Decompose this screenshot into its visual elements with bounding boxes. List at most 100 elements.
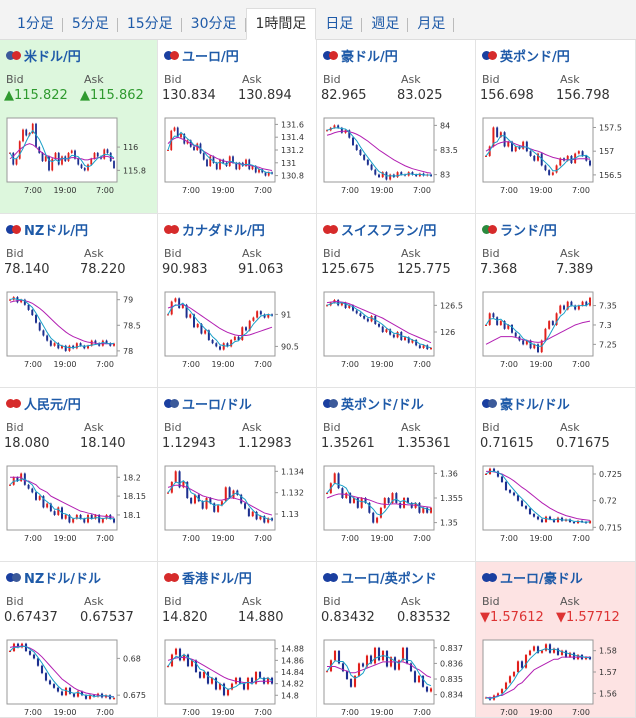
x-tick-label: 7:00 — [341, 360, 359, 369]
pair-title[interactable]: NZドル/円 — [6, 220, 88, 239]
currency-card[interactable]: 英ポンド/ドル Bid Ask 1.35261 1.35361 1.36 1.355 1.35… — [317, 388, 476, 562]
currency-card[interactable]: 豪ドル/ドル Bid Ask 0.71615 0.71675 0.725 0.72 0.715… — [476, 388, 636, 562]
price-chart[interactable]: 91 90.5 7:00 19:00 7:00 — [163, 290, 311, 374]
x-tick-label: 7:00 — [500, 534, 518, 543]
x-tick-label: 7:00 — [96, 534, 114, 543]
bid-value: ▲115.822 — [4, 88, 68, 103]
pair-title[interactable]: ユーロ/豪ドル — [482, 568, 583, 587]
flag-icon — [323, 50, 339, 61]
candle — [504, 681, 508, 691]
currency-card[interactable]: カナダドル/円 Bid Ask 90.983 91.063 91 90.5 7:00 19:00… — [158, 214, 317, 388]
y-tick-label: 0.835 — [440, 675, 463, 684]
price-chart[interactable]: 14.88 14.86 14.84 14.82 14.8 7:00 19:00 7:00 — [163, 638, 311, 717]
y-tick-label: 156.5 — [599, 171, 622, 180]
price-chart[interactable]: 0.725 0.72 0.715 7:00 19:00 7:00 — [481, 464, 629, 548]
short-average-line — [167, 131, 273, 174]
pair-title[interactable]: 香港ドル/円 — [164, 568, 252, 587]
tab-3[interactable]: 30分足 — [182, 9, 246, 39]
tab-5[interactable]: 日足 — [316, 9, 363, 39]
moving-average-line — [485, 320, 591, 345]
currency-card[interactable]: ユーロ/豪ドル Bid Ask ▼1.57612 ▼1.57712 1.58 1.57 1.5… — [476, 562, 636, 718]
pair-title[interactable]: 英ポンド/ドル — [323, 394, 424, 413]
y-tick-label: 14.84 — [281, 668, 304, 677]
currency-card[interactable]: スイスフラン/円 Bid Ask 125.675 125.775 126.5 126 7:00… — [317, 214, 476, 388]
currency-card[interactable]: 人民元/円 Bid Ask 18.080 18.140 18.2 18.15 18.1 7:00… — [0, 388, 158, 562]
flag-icon — [482, 572, 498, 583]
pair-title[interactable]: ランド/円 — [482, 220, 557, 239]
bid-label: Bid — [323, 595, 341, 608]
tab-2[interactable]: 15分足 — [118, 9, 182, 39]
price-chart[interactable]: 79 78.5 78 7:00 19:00 7:00 — [5, 290, 153, 374]
candle — [345, 492, 348, 499]
currency-card[interactable]: NZドル/ドル Bid Ask 0.67437 0.67537 0.68 0.675 7:00… — [0, 562, 158, 718]
x-tick-label: 7:00 — [413, 360, 431, 369]
flag-icon — [323, 572, 339, 583]
price-chart[interactable]: 0.68 0.675 7:00 19:00 7:00 — [5, 638, 153, 717]
candle — [193, 493, 196, 505]
ask-value: 91.063 — [238, 262, 284, 277]
currency-card[interactable]: ユーロ/円 Bid Ask 130.834 130.894 131.6 131.4 131.2… — [158, 40, 317, 214]
candle — [353, 674, 357, 688]
tab-4[interactable]: 1時間足 — [245, 8, 317, 40]
price-chart[interactable]: 157.5 157 156.5 7:00 19:00 7:00 — [481, 116, 629, 200]
pair-name: 香港ドル/円 — [182, 572, 252, 587]
candle — [360, 497, 363, 509]
tab-6[interactable]: 週足 — [362, 9, 409, 39]
bid-label: Bid — [323, 73, 341, 86]
bid-value: 130.834 — [162, 88, 216, 103]
pair-title[interactable]: 英ポンド/円 — [482, 46, 570, 65]
price-chart[interactable]: 18.2 18.15 18.1 7:00 19:00 7:00 — [5, 464, 153, 548]
candle — [46, 334, 49, 342]
candle — [217, 504, 220, 513]
y-tick-label: 1.57 — [599, 668, 617, 677]
candle — [51, 157, 54, 172]
currency-card[interactable]: NZドル/円 Bid Ask 78.140 78.220 79 78.5 78 7:00 19:0… — [0, 214, 158, 388]
currency-card[interactable]: ユーロ/ドル Bid Ask 1.12943 1.12983 1.134 1.132 1.13… — [158, 388, 317, 562]
candle — [53, 342, 56, 347]
pair-title[interactable]: NZドル/ドル — [6, 568, 101, 587]
pair-title[interactable]: 豪ドル/ドル — [482, 394, 570, 413]
price-chart[interactable]: 1.36 1.355 1.35 7:00 19:00 7:00 — [322, 464, 470, 548]
price-chart[interactable]: 1.134 1.132 1.13 7:00 19:00 7:00 — [163, 464, 311, 548]
currency-card[interactable]: 香港ドル/円 Bid Ask 14.820 14.880 14.88 14.86 14.84 1… — [158, 562, 317, 718]
flag-icon — [323, 398, 339, 409]
candle — [205, 497, 208, 510]
plot-area — [482, 465, 594, 531]
currency-card[interactable]: 米ドル/円 Bid Ask ▲115.822 ▲115.862 116 115.8 7:00 1… — [0, 40, 158, 214]
pair-title[interactable]: ユーロ/ドル — [164, 394, 252, 413]
price-chart[interactable]: 7.35 7.3 7.25 7:00 19:00 7:00 — [481, 290, 629, 374]
tab-0[interactable]: 1分足 — [8, 9, 63, 39]
price-chart[interactable]: 131.6 131.4 131.2 131 130.8 7:00 19:00 7:00 — [163, 116, 311, 200]
moving-average-line — [167, 484, 273, 516]
price-chart[interactable]: 84 83.5 83 7:00 19:00 7:00 — [322, 116, 470, 200]
candle — [405, 646, 409, 665]
bid-label: Bid — [6, 247, 24, 260]
pair-title[interactable]: 豪ドル/円 — [323, 46, 398, 65]
price-chart[interactable]: 126.5 126 7:00 19:00 7:00 — [322, 290, 470, 374]
candle — [96, 151, 99, 158]
candle — [576, 519, 580, 525]
pair-title[interactable]: カナダドル/円 — [164, 220, 265, 239]
pair-title[interactable]: 米ドル/円 — [6, 46, 81, 65]
candle — [503, 131, 506, 148]
price-chart[interactable]: 1.58 1.57 1.56 7:00 19:00 7:00 — [481, 638, 629, 717]
currency-card[interactable]: ランド/円 Bid Ask 7.368 7.389 7.35 7.3 7.25 7:00 19:0… — [476, 214, 636, 388]
candle — [68, 686, 72, 695]
candle — [544, 327, 547, 342]
tab-1[interactable]: 5分足 — [63, 9, 118, 39]
currency-card[interactable]: 豪ドル/円 Bid Ask 82.965 83.025 84 83.5 83 7:00 19:00… — [317, 40, 476, 214]
candle — [178, 647, 182, 662]
tab-7[interactable]: 月足 — [408, 9, 455, 39]
currency-card[interactable]: 英ポンド/円 Bid Ask 156.698 156.798 157.5 157 156.5 7… — [476, 40, 636, 214]
pair-title[interactable]: ユーロ/英ポンド — [323, 568, 437, 587]
pair-title[interactable]: 人民元/円 — [6, 394, 81, 413]
ask-value: 18.140 — [80, 436, 126, 451]
currency-card[interactable]: ユーロ/英ポンド Bid Ask 0.83432 0.83532 0.837 0.836 0.… — [317, 562, 476, 718]
pair-title[interactable]: ユーロ/円 — [164, 46, 239, 65]
price-chart[interactable]: 116 115.8 7:00 19:00 7:00 — [5, 116, 153, 200]
candle — [333, 472, 336, 485]
price-chart[interactable]: 0.837 0.836 0.835 0.834 7:00 19:00 7:00 — [322, 638, 470, 717]
pair-title[interactable]: スイスフラン/円 — [323, 220, 436, 239]
candle — [540, 518, 544, 523]
chart-svg: 18.2 18.15 18.1 7:00 19:00 7:00 — [6, 465, 146, 543]
